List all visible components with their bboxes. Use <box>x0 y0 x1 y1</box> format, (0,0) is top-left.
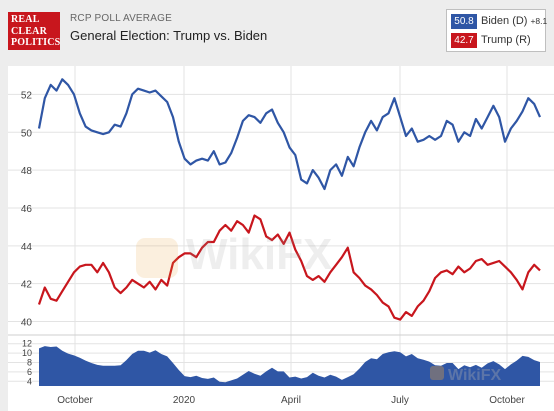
watermark-small-logo-mark <box>430 366 444 380</box>
y-tick-label-44: 44 <box>21 242 33 253</box>
y-tick-label-42: 42 <box>21 280 33 291</box>
biden-label: Biden (D) <box>481 15 528 27</box>
biden-spread: +8.1 <box>530 16 548 26</box>
wikifx-watermark-small: WikiFX <box>430 366 502 384</box>
spread-tick-label-8: 8 <box>27 358 32 368</box>
y-tick-label-46: 46 <box>21 204 33 215</box>
biden-value-badge: 50.8 <box>451 14 477 29</box>
chart-title: General Election: Trump vs. Biden <box>70 28 268 43</box>
x-tick-label-4: October <box>489 395 525 406</box>
series-line-biden <box>37 78 542 191</box>
realclearpolitics-logo[interactable]: REAL CLEAR POLITICS <box>8 12 60 50</box>
logo-line-2: CLEAR <box>11 25 48 37</box>
trump-value-badge: 42.7 <box>451 33 477 48</box>
x-tick-label-2: April <box>281 395 301 406</box>
spread-tick-label-6: 6 <box>27 367 32 377</box>
watermark-logo-mark <box>136 238 178 278</box>
spread-tick-label-4: 4 <box>27 376 32 386</box>
y-axis-labels-main: 40 42 44 46 48 50 52 <box>21 90 33 328</box>
spread-area <box>39 346 540 386</box>
y-tick-label-50: 50 <box>21 128 33 139</box>
x-tick-label-1: 2020 <box>173 395 196 406</box>
legend-item-biden[interactable]: 50.8 Biden (D) +8.1 <box>451 14 547 29</box>
legend: 50.8 Biden (D) +8.1 42.7 Trump (R) <box>446 9 547 52</box>
logo-line-1: REAL <box>11 14 40 25</box>
chart-header: REAL CLEAR POLITICS RCP POLL AVERAGE Gen… <box>0 0 554 60</box>
watermark-small-text: WikiFX <box>448 367 502 384</box>
watermark-text: WikiFX <box>186 230 332 279</box>
x-tick-label-3: July <box>391 395 409 406</box>
poll-average-label: RCP POLL AVERAGE <box>70 13 172 24</box>
main-gridlines <box>8 66 554 386</box>
legend-item-trump[interactable]: 42.7 Trump (R) <box>451 33 531 48</box>
trump-label: Trump (R) <box>481 34 531 46</box>
spread-tick-label-10: 10 <box>22 348 32 358</box>
y-tick-label-40: 40 <box>21 318 33 329</box>
x-axis-labels: October 2020 April July October <box>57 395 525 406</box>
logo-line-3: POLITICS <box>11 37 61 48</box>
y-tick-label-52: 52 <box>21 90 33 101</box>
y-tick-label-48: 48 <box>21 166 33 177</box>
series-line-trump <box>37 214 541 321</box>
chart-area: WikiFX WikiFX 40 42 44 46 48 50 52 4 6 8 10 12 Oct… <box>8 66 554 411</box>
spread-tick-label-12: 12 <box>22 339 32 349</box>
wikifx-watermark: WikiFX <box>136 230 332 279</box>
x-tick-label-0: October <box>57 395 93 406</box>
